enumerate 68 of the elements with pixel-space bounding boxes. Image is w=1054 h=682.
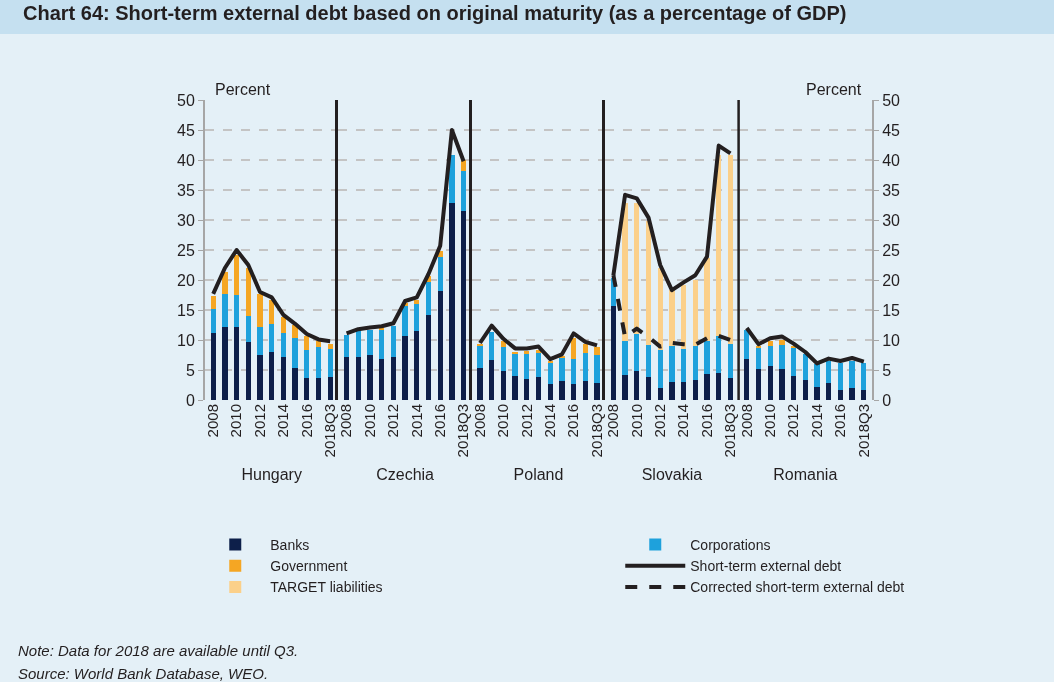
x-tick-label: 2018Q3 xyxy=(587,404,605,458)
x-axis-title: Romania xyxy=(773,466,838,484)
x-tick-label: 2012 xyxy=(784,404,802,438)
legend-label: Government xyxy=(270,558,348,575)
x-axis-title: Hungary xyxy=(241,466,302,484)
x-tick-label: 2008 xyxy=(737,404,755,438)
y-tick-label: 40 xyxy=(882,151,901,169)
y-tick-label: 20 xyxy=(177,271,195,289)
x-tick-label: 2012 xyxy=(250,404,268,438)
source-note: Source: World Bank Database, WEO. xyxy=(18,665,269,682)
y-tick-label: 20 xyxy=(882,271,901,289)
y-tick-label: 0 xyxy=(882,391,892,409)
y-tick-label: 45 xyxy=(882,121,901,139)
x-tick-label: 2010 xyxy=(627,404,645,438)
y-tick-label: 15 xyxy=(882,301,901,319)
x-tick-label: 2010 xyxy=(360,404,378,438)
x-tick-label: 2008 xyxy=(470,404,488,438)
text: Note: Data for 2018 are available until Q3. xyxy=(18,642,299,659)
x-axis-title: Czechia xyxy=(376,466,435,484)
x-axis-title: Slovakia xyxy=(641,466,703,484)
x-axis-title: Poland xyxy=(513,466,564,484)
x-tick-label: 2012 xyxy=(517,404,535,438)
y-tick-label: 50 xyxy=(177,91,195,109)
y-tick-label: 35 xyxy=(882,181,901,199)
x-tick-label: 2016 xyxy=(831,404,849,438)
x-tick-label: 2018Q3 xyxy=(721,404,739,458)
x-tick-label: 2010 xyxy=(761,404,779,438)
y-tick-label: 25 xyxy=(882,241,901,259)
x-tick-label: 2010 xyxy=(227,404,245,438)
x-tick-label: 2008 xyxy=(604,404,622,438)
x-tick-label: 2012 xyxy=(384,404,402,438)
y-tick-label: 50 xyxy=(882,91,901,109)
y-tick-label: 5 xyxy=(185,361,195,379)
y-tick-label: 0 xyxy=(185,391,195,409)
x-tick-label: 2014 xyxy=(407,404,425,438)
y-tick-label: 25 xyxy=(177,241,195,259)
y-tick-label: 30 xyxy=(882,211,901,229)
y-axis-title: Percent xyxy=(806,81,862,98)
x-tick-label: 2014 xyxy=(541,404,559,438)
legend-label: Corrected short-term external debt xyxy=(690,579,905,596)
x-tick-label: 2010 xyxy=(494,404,512,438)
x-tick-label: 2008 xyxy=(204,404,222,438)
x-tick-label: 2016 xyxy=(697,404,715,438)
y-tick-label: 5 xyxy=(882,361,892,379)
y-tick-label: 10 xyxy=(882,331,901,349)
x-tick-label: 2014 xyxy=(674,404,692,438)
y-tick-label: 40 xyxy=(177,151,195,169)
y-tick-label: 30 xyxy=(177,211,195,229)
legend-label: TARGET liabilities xyxy=(270,579,383,596)
y-tick-label: 15 xyxy=(177,301,195,319)
x-tick-label: 2016 xyxy=(564,404,582,438)
x-tick-label: 2008 xyxy=(337,404,355,438)
legend-label: Banks xyxy=(270,537,310,554)
x-tick-label: 2016 xyxy=(431,404,449,438)
legend-label: Corporations xyxy=(690,537,771,554)
x-tick-label: 2012 xyxy=(651,404,669,438)
y-tick-label: 45 xyxy=(177,121,195,139)
y-axis-title: Percent xyxy=(215,81,271,98)
x-tick-label: 2014 xyxy=(274,404,292,438)
x-tick-label: 2018Q3 xyxy=(854,404,872,458)
x-tick-label: 2014 xyxy=(807,404,825,438)
y-tick-label: 10 xyxy=(177,331,195,349)
x-tick-label: 2016 xyxy=(297,404,315,438)
x-tick-label: 2018Q3 xyxy=(321,404,339,458)
text: Chart 64: Short-term external debt based on original maturity (as a percentage of GDP) xyxy=(23,2,847,24)
x-tick-label: 2018Q3 xyxy=(454,404,472,458)
legend-label: Short-term external debt xyxy=(690,558,842,575)
y-tick-label: 35 xyxy=(177,181,195,199)
